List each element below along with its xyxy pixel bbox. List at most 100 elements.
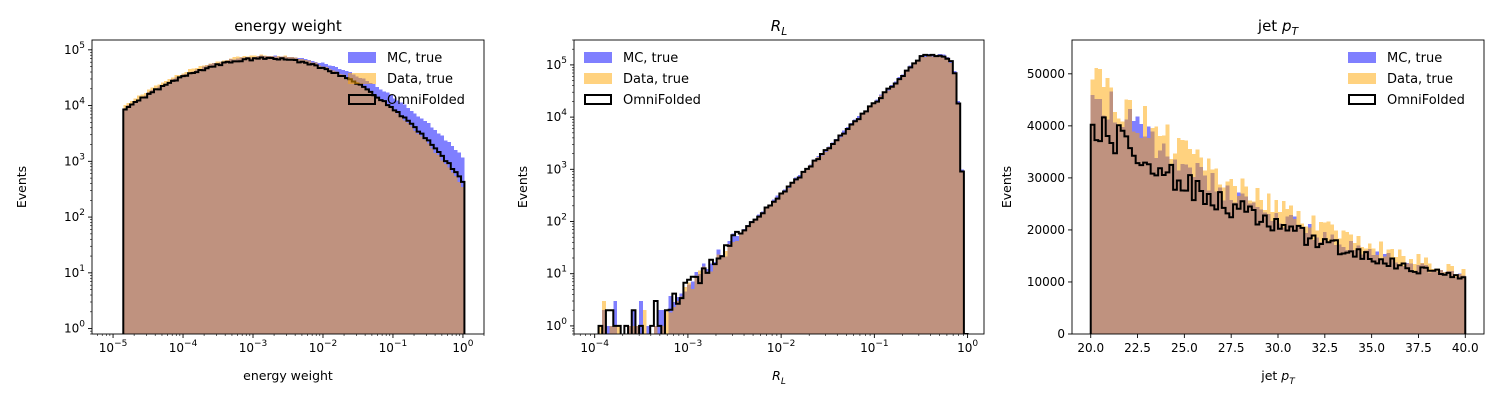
bar [908,68,913,334]
bar [368,91,373,334]
bar [1266,193,1271,334]
y-tick-label: 30000 [1027,171,1065,185]
bar [1394,256,1398,334]
bar [184,71,189,334]
bar [797,176,802,334]
series-omnifolded-step [597,53,969,334]
bar [1337,238,1342,334]
bar [853,121,857,334]
bar [827,146,832,334]
bar [208,63,212,334]
bar [764,208,769,334]
bar [1386,249,1391,334]
bar [1307,227,1312,334]
bar [1367,243,1372,334]
bar [720,256,725,334]
bar [399,117,404,334]
y-axis: 0 10000 20000 30000 40000 50000 [1027,67,1072,341]
bar [735,241,739,334]
bar [379,99,383,334]
bar [1416,253,1421,334]
bar [1270,211,1275,334]
bar [450,172,455,334]
bar [690,288,695,334]
legend-label: OmniFolded [623,93,701,108]
bar [1221,187,1226,334]
bar [1229,178,1234,334]
x-tick-label: 40.0 [1452,341,1479,355]
bar [150,87,154,334]
bar [941,57,946,334]
bar [167,79,172,334]
bar [952,72,957,334]
x-tick-label: 10−4 [169,339,198,355]
bar [890,86,894,334]
bar [406,122,410,334]
bar [1165,124,1170,334]
bar [1094,68,1099,334]
bar [1341,230,1346,334]
bar [1105,78,1110,334]
bar [875,101,880,334]
bar [334,71,339,334]
bar [668,312,673,334]
legend-swatch [584,52,612,63]
bar [602,301,606,334]
x-tick-label: 10−1 [379,339,408,355]
bar [348,78,352,334]
bar [457,181,462,334]
bar [1319,221,1323,334]
bar [1150,128,1155,334]
bar [893,83,898,334]
bar [919,56,924,334]
bar [215,61,219,334]
bar [280,56,284,334]
x-axis-label: jet pT [1260,368,1296,387]
bar [297,59,301,334]
series-data-true-bars [123,54,465,334]
x-tick-label: 35.0 [1358,341,1385,355]
bar [218,61,223,334]
bar [598,325,603,334]
bar [808,165,813,334]
bar [307,60,311,334]
series-data-true-bars [1090,68,1466,334]
bar [956,102,961,334]
bar [1109,87,1114,334]
bar [372,94,376,334]
bar [1248,200,1252,334]
y-tick-label: 102 [64,208,85,224]
bar [912,64,916,334]
bar [317,65,322,334]
legend-label: MC, true [623,51,678,66]
legend: MC, true Data, true OmniFolded [348,51,465,108]
bar [1188,148,1192,334]
bar [749,222,754,334]
legend-label: OmniFolded [1387,93,1465,108]
y-tick-label: 101 [546,265,567,281]
bar [1292,219,1297,334]
bar [1090,79,1095,334]
bar [1296,210,1301,334]
bar [831,142,835,334]
bar [1101,86,1106,334]
x-tick-label: 100 [957,339,978,355]
bar [897,78,902,334]
bar [724,250,728,334]
bar [1169,158,1174,334]
bar [1113,112,1117,334]
bar [1334,230,1338,334]
bar [126,103,131,334]
bar [716,254,721,334]
bar [273,56,277,334]
bar [290,57,294,334]
legend-swatch [584,94,612,105]
bar [430,148,434,334]
bar [1330,224,1335,334]
bar [1281,200,1286,334]
bar [1412,263,1417,334]
legend: MC, true Data, true OmniFolded [584,51,701,108]
bar [856,119,861,334]
bar [646,325,651,334]
